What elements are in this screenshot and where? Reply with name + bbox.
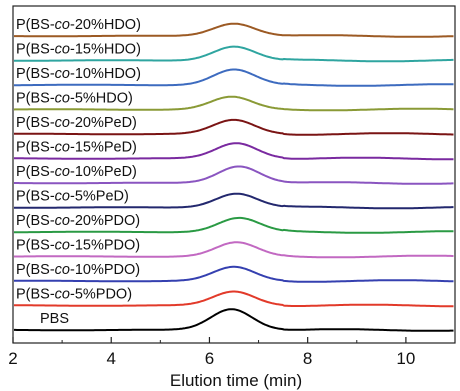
trace-labels-group: P(BS-co-20%HDO) P(BS-co-15%HDO) P(BS-co-10… (16, 17, 141, 327)
trace-line-4 (14, 118, 454, 136)
trace-line-10 (14, 265, 454, 283)
trace-label-0: P(BS-co-20%HDO) (16, 17, 141, 33)
x-axis-ticks-group: 2 4 6 8 10 (8, 337, 456, 368)
x-tick-label-4: 4 (106, 349, 115, 368)
trace-line-2 (14, 68, 454, 87)
trace-label-5: P(BS-co-15%PeD) (16, 140, 137, 156)
trace-line-5 (14, 142, 454, 161)
trace-label-3: P(BS-co-5%HDO) (16, 91, 133, 107)
trace-label-10: P(BS-co-10%PDO) (16, 262, 140, 278)
trace-line-7 (14, 192, 454, 210)
trace-label-4: P(BS-co-20%PeD) (16, 115, 137, 131)
x-axis-label: Elution time (min) (170, 371, 302, 390)
trace-label-9: P(BS-co-15%PDO) (16, 238, 140, 254)
x-tick-label-6: 6 (205, 349, 214, 368)
trace-line-6 (14, 165, 454, 185)
trace-label-8: P(BS-co-20%PDO) (16, 213, 140, 229)
trace-line-8 (14, 216, 454, 234)
x-tick-label-8: 8 (303, 349, 312, 368)
trace-line-1 (14, 45, 454, 63)
trace-line-11 (14, 290, 454, 308)
trace-line-3 (13, 95, 454, 112)
trace-label-6: P(BS-co-10%PeD) (16, 164, 137, 180)
trace-label-7: P(BS-co-5%PeD) (16, 189, 129, 205)
x-tick-label-2: 2 (8, 349, 17, 368)
plot-frame (12, 5, 456, 344)
x-tick-label-10: 10 (396, 349, 415, 368)
trace-line-12 (14, 308, 454, 332)
trace-line-0 (14, 22, 454, 38)
trace-line-9 (14, 241, 454, 259)
trace-label-2: P(BS-co-10%HDO) (16, 66, 141, 82)
trace-label-11: P(BS-co-5%PDO) (16, 287, 132, 303)
traces-group (13, 22, 454, 332)
trace-label-12: PBS (40, 311, 69, 327)
trace-label-1: P(BS-co-15%HDO) (16, 42, 141, 58)
